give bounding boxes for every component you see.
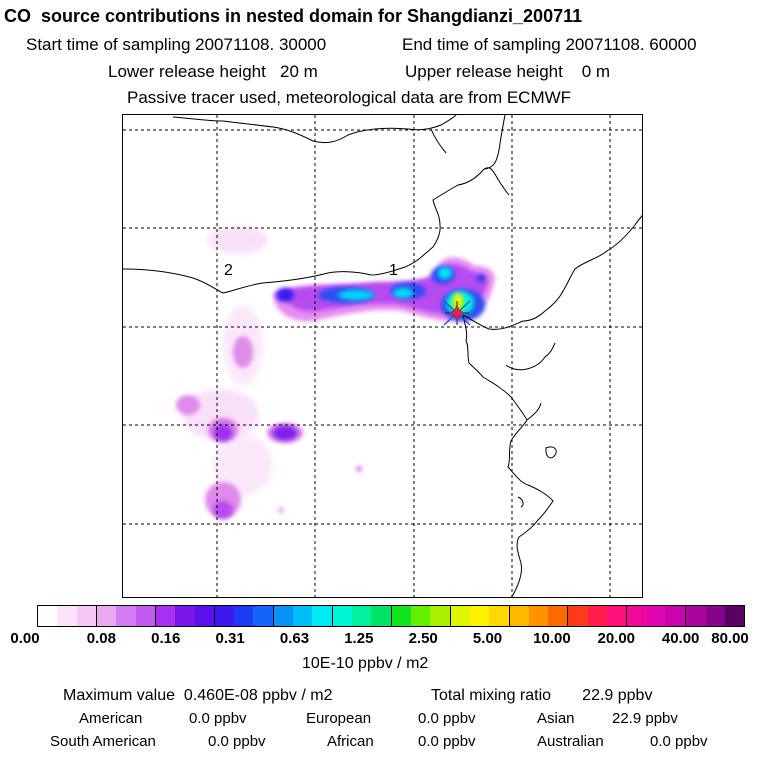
colorbar-segment [96, 606, 117, 626]
colorbar-segment [469, 606, 490, 626]
region-name-european: European [306, 710, 372, 727]
colorbar-segment [38, 606, 58, 626]
colorbar-segment [410, 606, 431, 626]
concentration-field [176, 226, 495, 519]
upper-release-label: Upper release height 0 m [405, 62, 611, 81]
region-name-asian: Asian [537, 710, 575, 727]
receptor-star-marker [443, 300, 471, 326]
colorbar-tick-label: 0.31 [215, 630, 245, 647]
colorbar-segment [568, 606, 588, 626]
colorbar-segment [155, 606, 176, 626]
colorbar-segment [352, 606, 372, 626]
graticule-grid [123, 115, 642, 597]
lower-release-label: Lower release height 20 m [108, 62, 318, 81]
colorbar-segment [528, 606, 549, 626]
colorbar-segment [705, 606, 725, 626]
colorbar-tick-label: 0.63 [279, 630, 310, 647]
colorbar-tick-label: 80.00 [711, 630, 749, 647]
colorbar-segment [332, 606, 352, 626]
colorbar-segment [627, 606, 647, 626]
colorbar-segment [194, 606, 215, 626]
colorbar-unit-label: 10E-10 ppbv / m2 [302, 655, 429, 672]
start-time-label: Start time of sampling 20071108. 30000 [26, 35, 327, 54]
colorbar-segment [686, 606, 706, 626]
colorbar-segment [489, 606, 510, 626]
colorbar-segment [450, 606, 470, 626]
maximum-value-label: Maximum value 0.460E-08 ppbv / m2 [63, 687, 333, 704]
colorbar-segment [371, 606, 392, 626]
colorbar-tick-label: 0.16 [151, 630, 181, 647]
total-mixing-ratio-label: Total mixing ratio 22.9 ppbv [431, 687, 653, 704]
colorbar-tick-label: 1.25 [344, 630, 374, 647]
region-value-australian: 0.0 ppbv [650, 733, 708, 750]
region-value-african: 0.0 ppbv [418, 733, 476, 750]
colorbar-segment [116, 606, 136, 626]
colorbar-tick-label: 10.00 [533, 630, 571, 647]
colorbar-segment [273, 606, 294, 626]
colorbar-segment [57, 606, 77, 626]
colorbar-tick-label: 40.00 [661, 630, 700, 647]
colorbar-segment [548, 606, 569, 626]
colorbar-tick-label: 2.50 [408, 630, 438, 647]
map-panel: 2 1 [122, 114, 643, 598]
colorbar-segment [135, 606, 156, 626]
colorbar-tick-label: 5.00 [472, 630, 503, 647]
region-label-2: 2 [224, 262, 233, 279]
colorbar-segment [253, 606, 274, 626]
region-value-asian: 22.9 ppbv [612, 710, 678, 727]
end-time-label: End time of sampling 20071108. 60000 [402, 35, 697, 54]
region-name-american: American [79, 710, 143, 727]
colorbar-segment [234, 606, 254, 626]
colorbar-segment [666, 606, 687, 626]
region-name-african: African [327, 733, 374, 750]
region-value-south-american: 0.0 ppbv [208, 733, 266, 750]
colorbar-segment [587, 606, 608, 626]
colorbar-segment [646, 606, 666, 626]
region-name-south-american: South American [50, 733, 156, 750]
colorbar-segment [724, 606, 745, 626]
colorbar-tick-label: 0.08 [86, 630, 116, 647]
colorbar-segment [293, 606, 313, 626]
colorbar-segment [509, 606, 529, 626]
colorbar-segment [312, 606, 333, 626]
colorbar-segment [607, 606, 628, 626]
colorbar-tick-label: 20.00 [597, 630, 636, 647]
map-title: CO source contributions in nested domain… [4, 6, 583, 26]
tracer-info-label: Passive tracer used, meteorological data… [127, 88, 572, 107]
region-label-1: 1 [389, 262, 398, 279]
colorbar [37, 605, 745, 627]
map-canvas: 2 1 [123, 115, 642, 597]
colorbar-segment [175, 606, 195, 626]
colorbar-tick-label: 0.00 [10, 630, 40, 647]
region-name-australian: Australian [537, 733, 604, 750]
colorbar-segment [76, 606, 97, 626]
colorbar-segment [430, 606, 451, 626]
colorbar-segment [214, 606, 235, 626]
region-value-european: 0.0 ppbv [418, 710, 476, 727]
colorbar-segment [391, 606, 411, 626]
region-value-american: 0.0 ppbv [189, 710, 247, 727]
coastline-lines [123, 115, 642, 597]
